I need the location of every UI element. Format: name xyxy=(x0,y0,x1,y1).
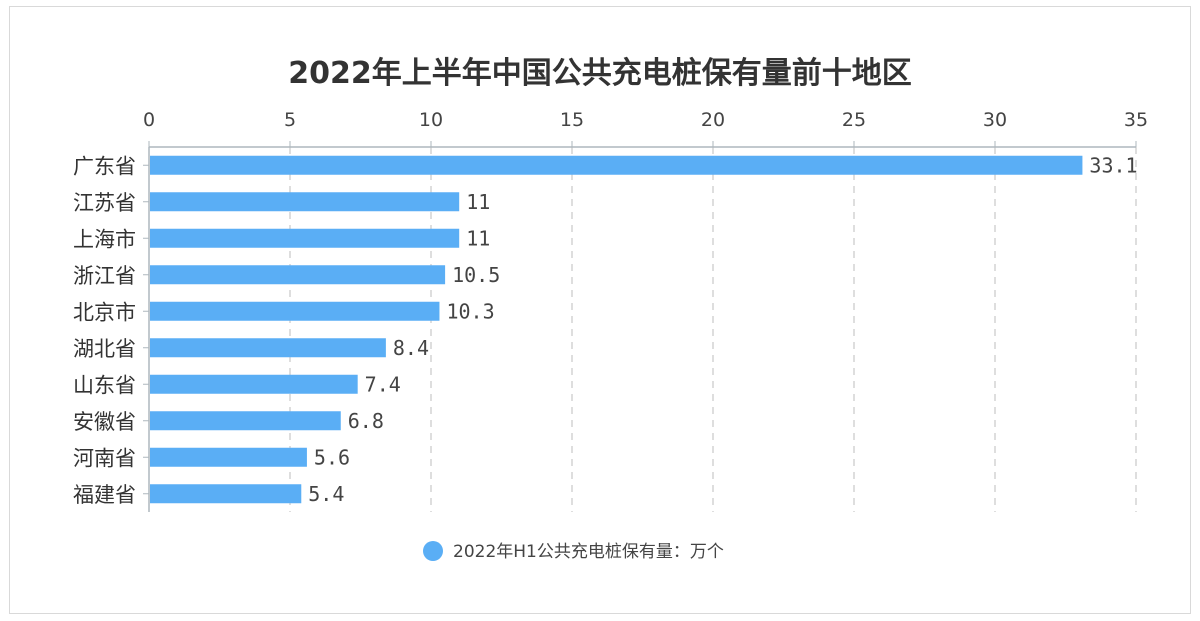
x-tick-label: 5 xyxy=(284,109,296,131)
data-label: 10.3 xyxy=(446,299,494,323)
category-label: 山东省 xyxy=(73,373,136,397)
bar xyxy=(150,338,386,358)
x-tick-label: 0 xyxy=(143,109,155,131)
data-label: 5.4 xyxy=(308,482,344,506)
x-tick-label: 10 xyxy=(419,109,443,131)
legend-marker xyxy=(423,541,443,561)
bar xyxy=(150,447,307,467)
category-label: 广东省 xyxy=(73,154,136,178)
data-label: 10.5 xyxy=(452,263,500,287)
chart-title: 2022年上半年中国公共充电桩保有量前十地区 xyxy=(288,56,912,91)
category-label: 湖北省 xyxy=(73,337,136,361)
category-label: 安徽省 xyxy=(73,410,136,434)
category-label: 江苏省 xyxy=(73,191,136,215)
legend: 2022年H1公共充电桩保有量：万个 xyxy=(423,541,724,562)
x-tick-label: 15 xyxy=(560,109,584,131)
x-tick-label: 25 xyxy=(842,109,866,131)
data-label: 5.6 xyxy=(314,445,350,469)
category-label: 浙江省 xyxy=(73,264,136,288)
bar xyxy=(150,265,446,285)
bar xyxy=(150,374,358,394)
bar-layer: 33.1 11 11 10.5 10.3 8.4 7.4 6.8 5.6 5.4 xyxy=(150,153,1138,506)
data-label: 6.8 xyxy=(348,409,384,433)
category-label: 上海市 xyxy=(73,227,136,251)
x-tick-label: 20 xyxy=(701,109,725,131)
bar xyxy=(150,411,341,431)
category-label: 河南省 xyxy=(73,446,136,470)
data-label: 7.4 xyxy=(365,372,401,396)
data-label: 11 xyxy=(466,190,490,214)
category-label: 北京市 xyxy=(73,300,136,324)
category-label: 福建省 xyxy=(73,483,136,507)
bar xyxy=(150,155,1083,175)
data-label: 8.4 xyxy=(393,336,429,360)
legend-label: 2022年H1公共充电桩保有量：万个 xyxy=(453,542,724,562)
bar xyxy=(150,301,440,321)
x-tick-label: 30 xyxy=(983,109,1007,131)
data-label: 33.1 xyxy=(1089,153,1137,177)
bar xyxy=(150,484,302,504)
grid-layer xyxy=(289,147,1137,512)
data-label: 11 xyxy=(466,226,490,250)
axis-layer: 0 5 10 15 20 25 30 35 广东省江苏省上海市浙江省北京市湖北省山东省安徽省河南… xyxy=(73,109,1148,512)
x-tick-label: 35 xyxy=(1124,109,1148,131)
bar xyxy=(150,192,460,212)
bar xyxy=(150,228,460,248)
